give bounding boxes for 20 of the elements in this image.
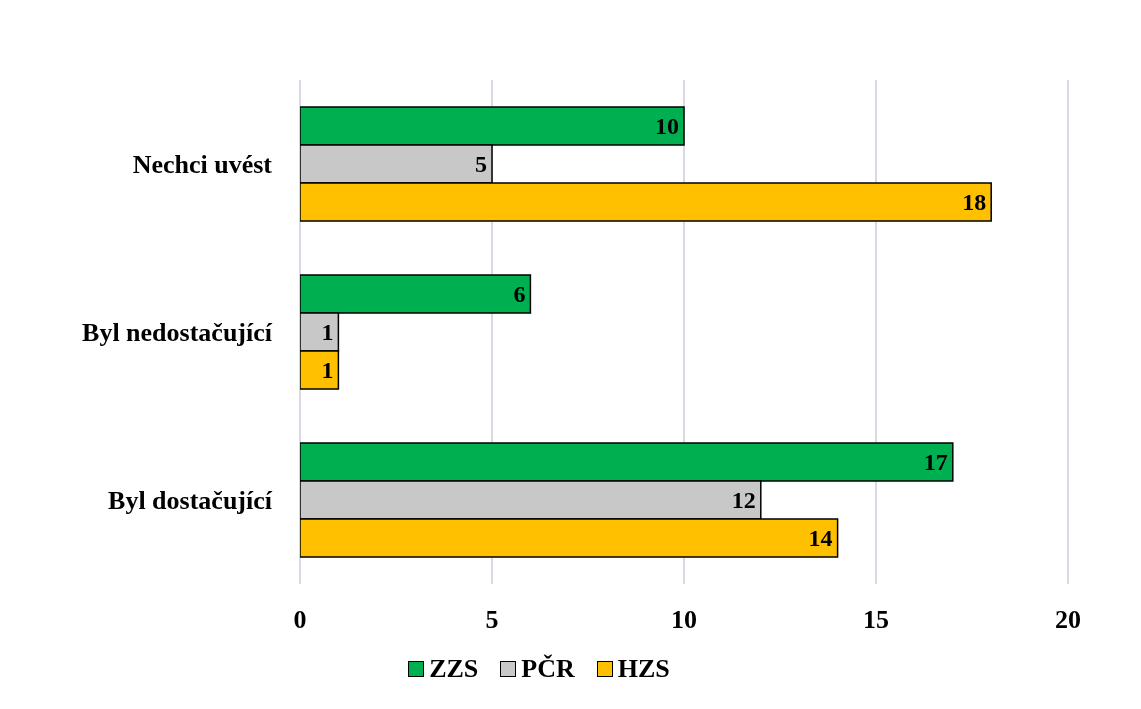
x-tick-label: 10: [671, 605, 697, 635]
legend-label: ZZS: [429, 654, 479, 684]
data-label: 6: [513, 281, 526, 308]
legend-label: PČR: [521, 654, 575, 684]
y-tick-label: Byl nedostačující: [82, 318, 273, 348]
x-tick-label: 5: [485, 605, 499, 635]
x-tick-label: 15: [863, 605, 889, 635]
data-label: 18: [962, 189, 987, 216]
data-label: 14: [808, 525, 833, 552]
data-label: 10: [655, 113, 679, 140]
y-tick-label: Byl dostačující: [108, 486, 273, 516]
legend-label: HZS: [617, 654, 670, 684]
x-tick-label: 20: [1055, 605, 1081, 635]
data-label: 12: [731, 487, 756, 514]
x-tick-label: 0: [293, 605, 307, 635]
data-label: 5: [475, 151, 487, 178]
data-label: 1: [321, 357, 334, 384]
data-label: 1: [321, 319, 334, 346]
data-label: 17: [923, 449, 948, 476]
y-tick-label: Nechci uvést: [132, 150, 273, 180]
